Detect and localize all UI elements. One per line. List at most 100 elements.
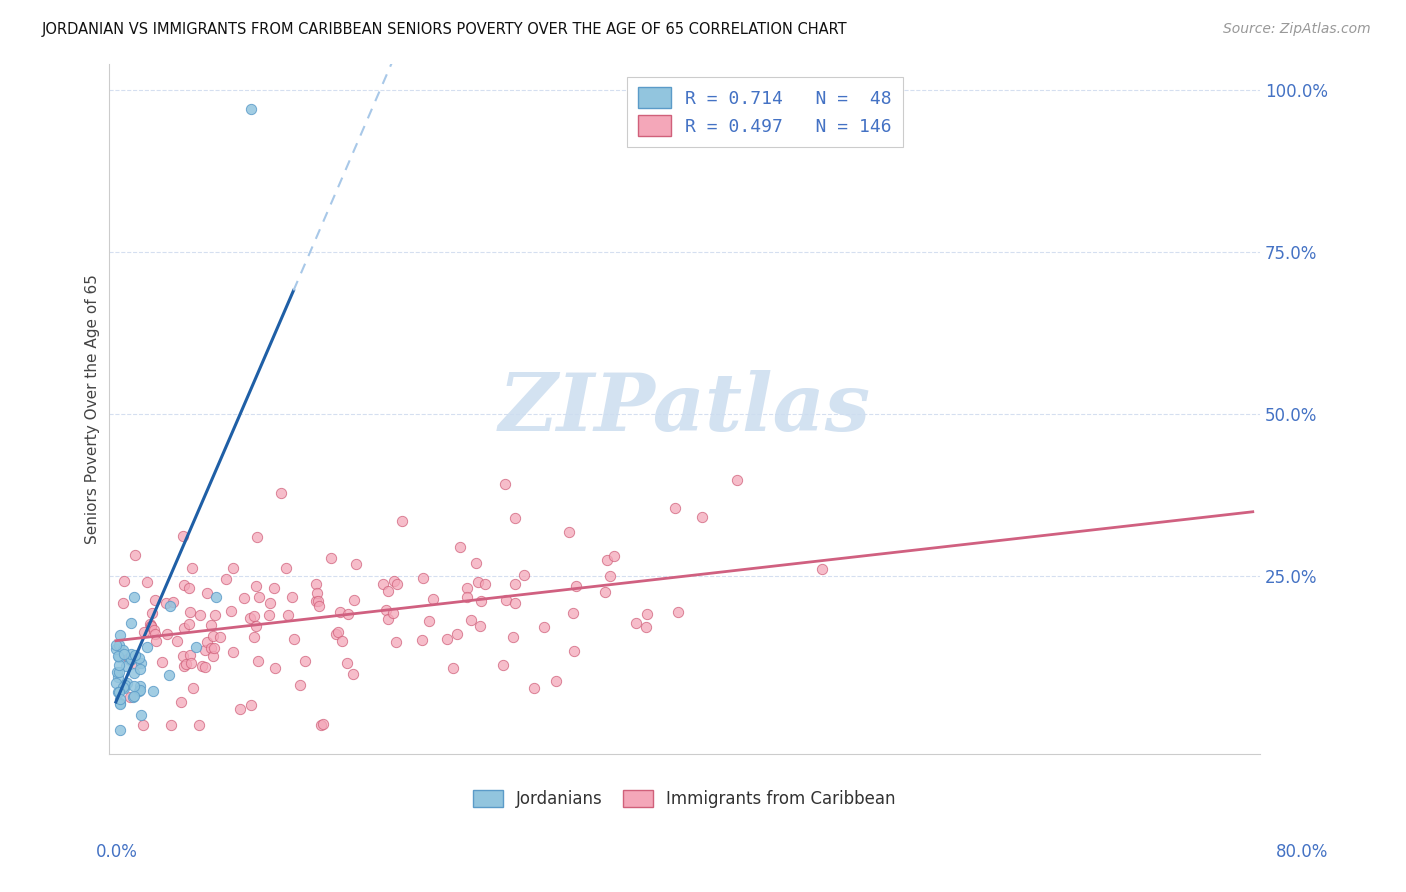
Point — [173, 621, 195, 635]
Point — [259, 596, 281, 610]
Point — [174, 657, 197, 671]
Point — [162, 595, 184, 609]
Point — [246, 530, 269, 544]
Point — [202, 641, 225, 656]
Point — [194, 642, 217, 657]
Point — [243, 630, 266, 644]
Point — [195, 586, 218, 600]
Point — [191, 659, 214, 673]
Point — [122, 690, 145, 704]
Point — [204, 591, 226, 605]
Point — [593, 585, 616, 599]
Point — [624, 615, 647, 630]
Point — [173, 659, 195, 673]
Point — [143, 626, 166, 640]
Point — [200, 618, 222, 632]
Point — [129, 662, 152, 676]
Point — [112, 643, 135, 657]
Point — [441, 661, 464, 675]
Point — [177, 581, 200, 595]
Point — [194, 659, 217, 673]
Point — [319, 550, 342, 565]
Point — [125, 657, 148, 671]
Point — [494, 477, 516, 491]
Point — [336, 657, 359, 671]
Point — [239, 103, 262, 117]
Point — [139, 619, 162, 633]
Point — [107, 685, 129, 699]
Point — [283, 632, 305, 646]
Point — [112, 647, 135, 661]
Point — [307, 585, 329, 599]
Point — [377, 583, 399, 598]
Point — [159, 599, 181, 613]
Point — [124, 648, 146, 662]
Point — [565, 579, 588, 593]
Point — [180, 561, 202, 575]
Point — [456, 581, 478, 595]
Point — [180, 656, 202, 670]
Point — [181, 681, 204, 695]
Point — [243, 609, 266, 624]
Point — [108, 628, 131, 642]
Point — [305, 577, 328, 591]
Point — [411, 633, 433, 648]
Point — [108, 723, 131, 737]
Point — [336, 607, 359, 621]
Point — [112, 680, 135, 694]
Point — [219, 604, 242, 618]
Point — [247, 590, 270, 604]
Point — [108, 692, 131, 706]
Point — [108, 685, 131, 699]
Point — [107, 649, 129, 664]
Point — [112, 681, 135, 695]
Point — [118, 653, 141, 667]
Point — [184, 640, 207, 654]
Point — [112, 574, 135, 589]
Point — [325, 627, 347, 641]
Point — [308, 599, 330, 614]
Y-axis label: Seniors Poverty Over the Age of 65: Seniors Poverty Over the Age of 65 — [86, 274, 100, 544]
Point — [290, 678, 312, 692]
Point — [474, 576, 496, 591]
Point — [108, 697, 131, 711]
Point — [270, 486, 292, 500]
Point — [142, 683, 165, 698]
Point — [418, 614, 440, 628]
Point — [108, 696, 131, 710]
Point — [495, 592, 517, 607]
Point — [280, 590, 302, 604]
Point — [342, 666, 364, 681]
Point — [124, 548, 146, 562]
Point — [105, 665, 128, 679]
Point — [105, 676, 128, 690]
Point — [120, 690, 142, 705]
Point — [107, 670, 129, 684]
Point — [245, 579, 267, 593]
Point — [120, 647, 142, 661]
Point — [449, 540, 471, 554]
Point — [636, 607, 658, 621]
Point — [387, 576, 409, 591]
Point — [371, 577, 394, 591]
Point — [187, 718, 209, 732]
Point — [132, 718, 155, 732]
Point — [134, 624, 156, 639]
Point — [204, 608, 226, 623]
Point — [120, 652, 142, 666]
Point — [222, 560, 245, 574]
Point — [305, 594, 328, 608]
Point — [513, 568, 536, 582]
Point — [446, 627, 468, 641]
Point — [561, 606, 583, 620]
Point — [326, 624, 349, 639]
Point — [422, 592, 444, 607]
Point — [117, 676, 139, 690]
Point — [666, 605, 689, 619]
Point — [460, 613, 482, 627]
Point — [208, 630, 231, 644]
Point — [436, 632, 458, 646]
Point — [246, 654, 269, 668]
Point — [107, 648, 129, 663]
Point — [114, 678, 136, 692]
